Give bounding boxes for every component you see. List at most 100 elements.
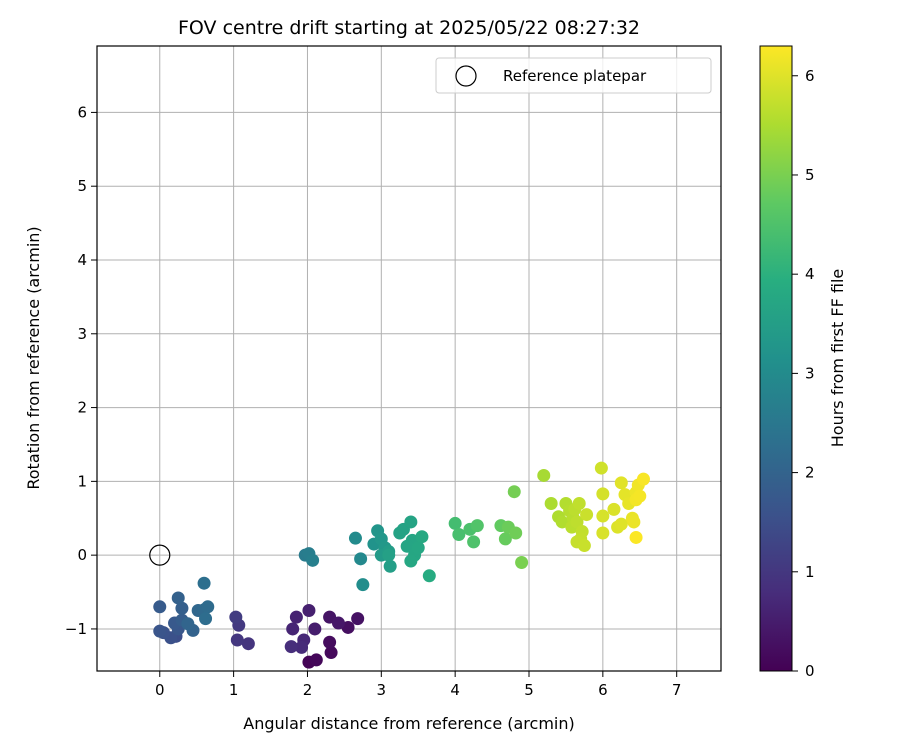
- y-tick-label: 4: [77, 251, 87, 269]
- colorbar-ticks: 0 1 2 3 4 5 6: [792, 67, 815, 680]
- y-axis-ticks: −1 0 1 2 3 4 5 6: [65, 103, 97, 638]
- data-points: [153, 461, 650, 669]
- data-point: [241, 637, 255, 651]
- data-point: [404, 554, 418, 568]
- y-tick-label: −1: [65, 620, 87, 638]
- data-point: [580, 508, 594, 522]
- x-tick-label: 7: [672, 681, 682, 699]
- data-point: [404, 515, 418, 529]
- data-point: [302, 603, 316, 617]
- data-point: [175, 601, 189, 615]
- data-point: [452, 527, 466, 541]
- data-point: [596, 487, 610, 501]
- legend: Reference platepar: [435, 57, 712, 94]
- x-axis-ticks: 0 1 2 3 4 5 6 7: [155, 671, 681, 699]
- colorbar-gradient: [759, 45, 793, 672]
- reference-marker-group: [149, 544, 171, 566]
- y-tick-label: 1: [77, 472, 87, 490]
- data-point: [633, 489, 647, 503]
- data-point: [572, 496, 586, 510]
- data-point: [470, 519, 484, 533]
- colorbar-tick-label: 2: [805, 464, 815, 482]
- data-point: [197, 576, 211, 590]
- y-tick-label: 3: [77, 325, 87, 343]
- data-point: [507, 485, 521, 499]
- data-point: [382, 548, 396, 562]
- x-tick-label: 3: [377, 681, 387, 699]
- colorbar-tick-label: 3: [805, 364, 815, 382]
- data-point: [356, 578, 370, 592]
- data-point: [570, 515, 584, 529]
- data-point: [614, 517, 628, 531]
- y-tick-label: 6: [77, 103, 87, 121]
- data-point: [636, 472, 650, 486]
- data-point: [594, 461, 608, 475]
- data-point: [400, 539, 414, 553]
- y-tick-label: 0: [77, 546, 87, 564]
- data-point: [411, 541, 425, 555]
- y-axis-label: Rotation from reference (arcmin): [24, 226, 43, 489]
- data-point: [607, 502, 621, 516]
- data-point: [555, 515, 569, 529]
- x-tick-label: 1: [229, 681, 239, 699]
- data-point: [627, 515, 641, 529]
- colorbar-tick-label: 1: [805, 563, 815, 581]
- data-point: [596, 509, 610, 523]
- data-point: [230, 633, 244, 647]
- x-axis-label: Angular distance from reference (arcmin): [243, 714, 574, 733]
- data-point: [537, 468, 551, 482]
- chart-title: FOV centre drift starting at 2025/05/22 …: [178, 17, 640, 39]
- grid-lines: [97, 46, 721, 671]
- data-point: [515, 556, 529, 570]
- data-point: [309, 653, 323, 667]
- data-point: [171, 591, 185, 605]
- reference-platepar-marker: [149, 544, 171, 566]
- data-point: [295, 640, 309, 654]
- data-point: [284, 640, 298, 654]
- data-point: [577, 539, 591, 553]
- data-point: [153, 624, 167, 638]
- data-point: [153, 600, 167, 614]
- data-point: [415, 530, 429, 544]
- colorbar-tick-label: 4: [805, 265, 815, 283]
- data-point: [201, 600, 215, 614]
- data-point: [629, 530, 643, 544]
- legend-label: Reference platepar: [503, 67, 647, 85]
- y-tick-label: 5: [77, 177, 87, 195]
- x-tick-label: 2: [303, 681, 313, 699]
- plot-frame: [96, 45, 722, 672]
- data-point: [348, 531, 362, 545]
- data-point: [422, 569, 436, 583]
- data-point: [199, 612, 213, 626]
- data-point: [286, 622, 300, 636]
- colorbar-tick-label: 0: [805, 662, 815, 680]
- data-point: [323, 635, 337, 649]
- y-tick-label: 2: [77, 399, 87, 417]
- x-tick-label: 6: [598, 681, 608, 699]
- data-point: [383, 559, 397, 573]
- data-point: [448, 516, 462, 530]
- data-point: [229, 610, 243, 624]
- colorbar-tick-label: 6: [805, 67, 815, 85]
- data-point: [509, 526, 523, 540]
- data-point: [544, 496, 558, 510]
- colorbar-label: Hours from first FF file: [828, 269, 847, 448]
- data-point: [467, 535, 481, 549]
- data-point: [308, 622, 322, 636]
- x-tick-label: 0: [155, 681, 165, 699]
- data-point: [351, 612, 365, 626]
- legend-box: [435, 57, 712, 94]
- data-point: [306, 553, 320, 567]
- x-tick-label: 5: [524, 681, 534, 699]
- legend-hollow-circle-icon: [455, 65, 477, 87]
- colorbar-tick-label: 5: [805, 166, 815, 184]
- data-point: [289, 610, 303, 624]
- data-point: [324, 646, 338, 660]
- data-point: [498, 532, 512, 546]
- data-point: [354, 552, 368, 566]
- data-point: [596, 526, 610, 540]
- data-point: [331, 616, 345, 630]
- data-point: [614, 476, 628, 490]
- data-point: [181, 617, 195, 631]
